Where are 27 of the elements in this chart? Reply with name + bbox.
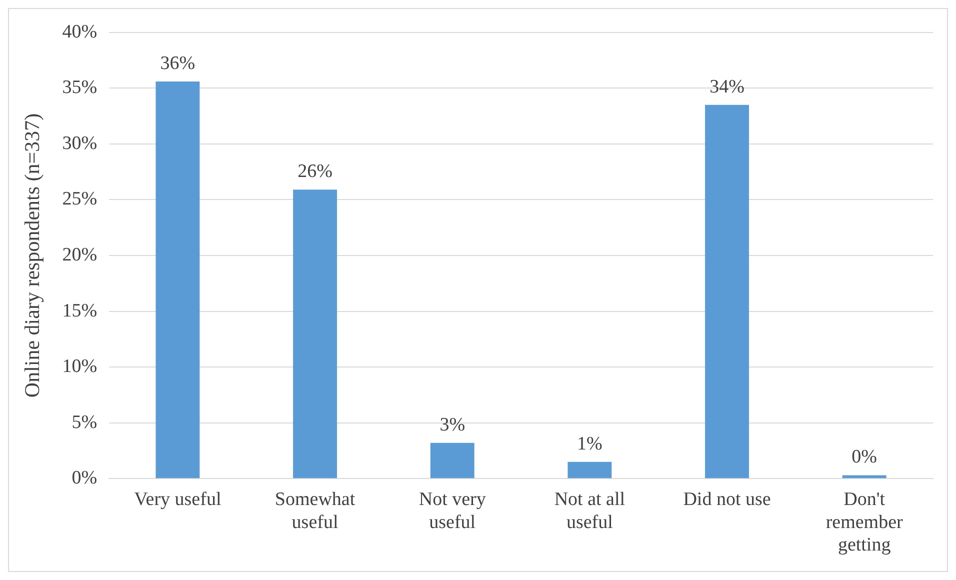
y-tick-label: 30%	[62, 132, 98, 154]
bar	[568, 462, 612, 478]
x-tick-label: Very useful	[134, 488, 222, 510]
bar	[293, 190, 337, 478]
x-tick-label: Somewhat useful	[274, 488, 356, 533]
y-tick-label: 15%	[62, 300, 98, 322]
y-tick-label: 5%	[72, 412, 98, 433]
x-tick-label: Not at all useful	[554, 488, 626, 533]
y-tick-label: 10%	[62, 356, 98, 378]
x-tick-label: Don't remember getting	[826, 488, 904, 556]
y-tick-label: 25%	[62, 188, 98, 210]
bar	[705, 104, 749, 478]
y-axis-title: Online diary respondents (n=337)	[20, 113, 44, 398]
y-tick-label: 20%	[62, 244, 98, 266]
x-tick-label: Did not use	[683, 488, 771, 510]
y-tick-label: 0%	[72, 468, 98, 489]
data-label: 0%	[852, 446, 878, 468]
bar	[156, 81, 200, 478]
data-label: 1%	[577, 433, 603, 454]
data-label: 26%	[298, 161, 333, 182]
data-label: 3%	[440, 414, 466, 436]
y-tick-label: 35%	[62, 77, 98, 98]
data-label: 34%	[710, 76, 745, 98]
y-tick-label: 40%	[62, 21, 98, 42]
data-label: 36%	[160, 52, 196, 74]
x-tick-label: Not very useful	[418, 488, 486, 533]
bar	[430, 442, 474, 478]
